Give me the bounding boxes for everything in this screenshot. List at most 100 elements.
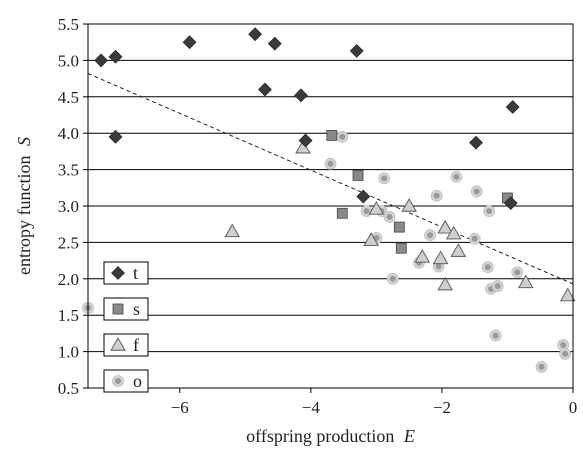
legend-marker-f [110, 337, 126, 351]
data-point-o [559, 347, 572, 360]
data-point-o-inner [453, 173, 460, 180]
legend-box [103, 261, 149, 285]
data-point-o [424, 229, 437, 242]
data-point-o-inner [381, 175, 388, 182]
data-point-f [437, 219, 453, 234]
data-point-o [324, 157, 337, 170]
legend-label-f: f [133, 335, 139, 355]
data-point-o-inner [327, 160, 334, 167]
data-point-o [378, 172, 391, 185]
data-point-f [450, 243, 467, 257]
data-point-f [363, 232, 379, 246]
data-point-o [360, 205, 373, 217]
legend-marker-t [111, 266, 125, 280]
data-point-o-inner [484, 264, 491, 271]
data-point-o-inner [560, 342, 567, 349]
data-point-t [349, 44, 364, 58]
data-point-s [393, 221, 405, 233]
trendline-layer [87, 73, 574, 285]
data-points [82, 27, 576, 373]
legend-label-o: o [133, 371, 142, 391]
x-tick-label: 0 [569, 398, 578, 417]
data-point-t [258, 82, 272, 97]
legend-marker-s [112, 303, 124, 315]
data-point-o-inner [486, 208, 493, 215]
y-tick-label: 5.0 [58, 51, 79, 70]
data-point-o-inner [562, 350, 569, 357]
data-point-o [336, 130, 349, 143]
data-point-o-inner [433, 192, 440, 199]
data-point-o [535, 360, 548, 373]
legend-label-t: t [133, 263, 138, 283]
legend-box [103, 369, 149, 393]
legend-marker-o [112, 375, 124, 387]
data-point-t [94, 53, 109, 68]
x-axis-label-text: offspring production [246, 426, 394, 446]
data-point-f [437, 276, 453, 291]
data-point-o-inner [389, 275, 396, 282]
data-point-o-inner [435, 263, 442, 270]
data-point-o-inner [494, 283, 501, 290]
data-point-o [450, 170, 463, 183]
trendline [87, 73, 574, 285]
data-point-s [336, 207, 348, 219]
legend-marker-o-inner [115, 378, 121, 384]
data-point-f [368, 201, 385, 215]
x-axis-label: offspring production E [246, 426, 415, 446]
axis-ticks: 0.5 1.0 1.5 2.0 2.5 3.0 3.5 4.0 4.5 5.0 5.5 −6 −4 −2 0 [58, 15, 578, 417]
data-point-t [248, 27, 263, 42]
data-point-o [470, 185, 483, 198]
data-point-f [445, 225, 462, 240]
y-tick-label: 3.0 [58, 197, 79, 216]
data-point-t [469, 135, 483, 150]
y-axis-label-text: entropy function [14, 156, 34, 275]
legend-box [103, 297, 149, 321]
data-point-o [483, 205, 496, 217]
legend-box [103, 333, 149, 357]
y-tick-label: 4.5 [58, 88, 79, 107]
data-point-o-inner [473, 188, 480, 195]
data-point-o [383, 211, 396, 223]
data-point-t [505, 100, 520, 114]
x-axis-label-var: E [403, 426, 415, 446]
data-point-f [401, 198, 417, 212]
legend-item-f: f [103, 333, 149, 357]
y-tick-label: 4.0 [58, 124, 79, 143]
data-point-o [491, 280, 504, 292]
data-point-o-inner [386, 213, 393, 220]
data-point-s [352, 170, 364, 181]
data-point-s [395, 242, 407, 254]
data-point-o [430, 189, 443, 202]
x-tick-label: −6 [171, 398, 189, 417]
legend-item-s: s [103, 297, 149, 321]
data-point-o-inner [492, 332, 499, 339]
data-point-t [298, 133, 313, 148]
y-tick-label: 1.0 [58, 343, 79, 362]
y-tick-label: 0.5 [58, 379, 79, 398]
y-tick-label: 2.5 [58, 233, 79, 252]
data-point-s [326, 129, 338, 141]
data-point-t [108, 49, 123, 64]
x-tick-label: −4 [302, 398, 321, 417]
data-point-t [182, 35, 197, 50]
data-point-o-inner [514, 269, 521, 276]
data-point-o-inner [363, 208, 370, 215]
y-axis-label: entropy function S [14, 137, 34, 275]
data-point-o [481, 261, 494, 274]
y-axis-label-var: S [14, 137, 34, 146]
legend-label-s: s [133, 299, 140, 319]
legend-item-o: o [103, 369, 149, 393]
y-tick-label: 3.5 [58, 161, 79, 180]
data-point-o-inner [471, 235, 478, 242]
data-point-f [224, 223, 240, 238]
y-tick-label: 5.5 [58, 15, 79, 34]
data-point-t [267, 36, 282, 51]
data-point-f [518, 274, 534, 289]
data-point-o-inner [427, 232, 434, 239]
data-point-t [108, 129, 123, 144]
data-point-t [503, 196, 518, 211]
data-point-f [414, 249, 431, 263]
data-point-o [511, 266, 524, 279]
